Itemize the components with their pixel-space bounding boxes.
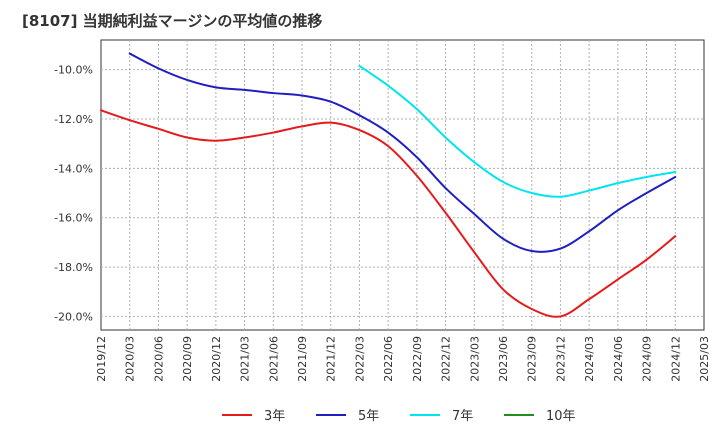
x-tick-label: 2024/12 [669,336,682,382]
y-tick-label: -18.0% [54,261,93,274]
x-tick-label: 2022/09 [411,336,424,382]
x-tick-label: 2023/09 [526,336,539,382]
x-tick-label: 2022/06 [382,336,395,382]
x-tick-label: 2022/12 [440,336,453,382]
legend-label: 7年 [452,409,473,424]
legend-label: 10年 [546,409,576,424]
x-tick-label: 2024/06 [612,336,625,382]
grid [101,40,704,330]
x-tick-label: 2019/12 [95,336,108,382]
y-axis-ticks: -10.0% -12.0% -14.0% -16.0% -18.0% -20.0% [54,64,93,324]
y-tick-label: -14.0% [54,162,93,175]
plot-area [100,39,705,331]
x-tick-label: 2023/12 [554,336,567,382]
y-tick-label: -20.0% [54,310,93,323]
x-tick-label: 2024/03 [583,336,596,382]
y-tick-label: -10.0% [54,64,93,77]
series-lines [100,52,677,318]
x-tick-label: 2020/06 [152,336,165,382]
legend: 3年 5年 7年 10年 [222,409,576,424]
x-axis-ticks: 2019/12 2020/03 2020/06 2020/09 2020/12 2021/… [95,336,711,382]
y-tick-label: -16.0% [54,212,93,225]
x-tick-label: 2022/03 [353,336,366,382]
y-tick-label: -12.0% [54,113,93,126]
x-tick-label: 2023/03 [468,336,481,382]
series-line-7年 [358,64,677,198]
x-tick-label: 2025/03 [698,336,711,382]
x-tick-label: 2021/03 [239,336,252,382]
chart-title: [8107] 当期純利益マージンの平均値の推移 [22,12,323,30]
x-tick-label: 2023/06 [497,336,510,382]
x-tick-label: 2021/12 [325,336,338,382]
legend-label: 3年 [264,409,285,424]
x-tick-label: 2021/09 [296,336,309,382]
series-line-5年 [128,52,677,253]
x-tick-label: 2020/09 [181,336,194,382]
x-tick-label: 2024/09 [641,336,654,382]
x-tick-label: 2020/12 [210,336,223,382]
series-line-3年 [100,109,677,318]
legend-label: 5年 [358,409,379,424]
x-tick-label: 2021/06 [267,336,280,382]
x-tick-label: 2020/03 [124,336,137,382]
